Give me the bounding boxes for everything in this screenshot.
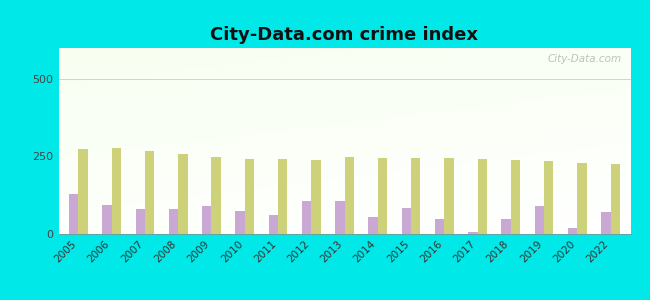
Bar xyxy=(402,208,411,234)
Bar xyxy=(378,158,387,234)
Bar xyxy=(103,205,112,234)
Title: City-Data.com crime index: City-Data.com crime index xyxy=(211,26,478,44)
Bar xyxy=(202,206,211,234)
Bar xyxy=(235,211,245,234)
Bar xyxy=(278,159,287,234)
Bar xyxy=(468,232,478,234)
Bar xyxy=(136,209,145,234)
Bar xyxy=(369,217,378,234)
Bar xyxy=(112,148,121,234)
Bar xyxy=(478,159,487,234)
Bar xyxy=(79,149,88,234)
Bar xyxy=(544,161,553,234)
Text: City-Data.com: City-Data.com xyxy=(548,54,622,64)
Bar xyxy=(245,159,254,234)
Bar xyxy=(145,151,154,234)
Bar xyxy=(344,157,354,234)
Bar xyxy=(211,157,221,234)
Bar xyxy=(69,194,79,234)
Bar xyxy=(577,163,586,234)
Bar xyxy=(311,160,320,234)
Bar xyxy=(302,202,311,234)
Bar xyxy=(610,164,620,234)
Bar xyxy=(444,158,454,234)
Bar xyxy=(435,218,444,234)
Bar xyxy=(501,218,511,234)
Bar xyxy=(511,160,520,234)
Bar xyxy=(411,158,421,234)
Bar xyxy=(601,212,610,234)
Bar xyxy=(568,228,577,234)
Bar xyxy=(178,154,188,234)
Bar xyxy=(535,206,544,234)
Bar xyxy=(335,202,345,234)
Bar xyxy=(169,209,178,234)
Bar xyxy=(268,215,278,234)
